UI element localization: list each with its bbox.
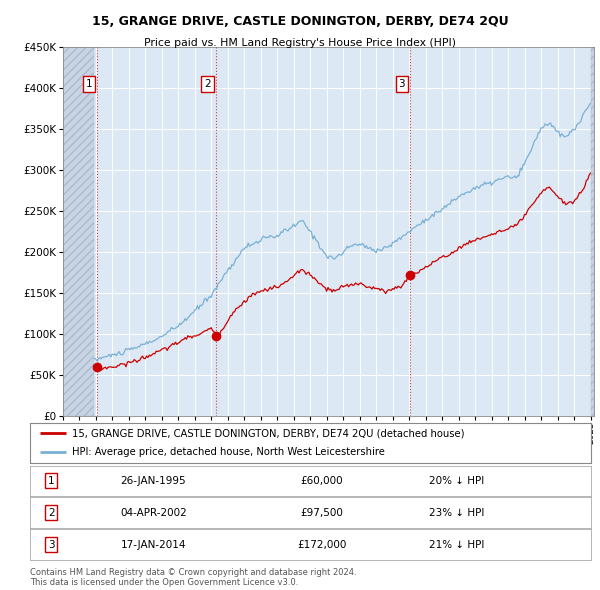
Text: Contains HM Land Registry data © Crown copyright and database right 2024.
This d: Contains HM Land Registry data © Crown c… bbox=[30, 568, 356, 587]
Text: Price paid vs. HM Land Registry's House Price Index (HPI): Price paid vs. HM Land Registry's House … bbox=[144, 38, 456, 48]
Text: £97,500: £97,500 bbox=[300, 508, 343, 517]
Bar bbox=[63, 47, 94, 416]
Text: 2: 2 bbox=[204, 79, 211, 89]
Text: 1: 1 bbox=[48, 476, 55, 486]
Text: 1: 1 bbox=[86, 79, 92, 89]
Text: 3: 3 bbox=[398, 79, 405, 89]
Bar bbox=[591, 47, 594, 416]
Text: 20% ↓ HPI: 20% ↓ HPI bbox=[429, 476, 484, 486]
Text: £172,000: £172,000 bbox=[297, 540, 346, 549]
Text: 17-JAN-2014: 17-JAN-2014 bbox=[121, 540, 186, 549]
Text: 04-APR-2002: 04-APR-2002 bbox=[120, 508, 187, 517]
Text: 2: 2 bbox=[48, 508, 55, 517]
Text: £60,000: £60,000 bbox=[301, 476, 343, 486]
Text: HPI: Average price, detached house, North West Leicestershire: HPI: Average price, detached house, Nort… bbox=[72, 447, 385, 457]
Text: 26-JAN-1995: 26-JAN-1995 bbox=[121, 476, 186, 486]
Text: 21% ↓ HPI: 21% ↓ HPI bbox=[428, 540, 484, 549]
Text: 23% ↓ HPI: 23% ↓ HPI bbox=[428, 508, 484, 517]
Text: 15, GRANGE DRIVE, CASTLE DONINGTON, DERBY, DE74 2QU: 15, GRANGE DRIVE, CASTLE DONINGTON, DERB… bbox=[92, 15, 508, 28]
Text: 3: 3 bbox=[48, 540, 55, 549]
Text: 15, GRANGE DRIVE, CASTLE DONINGTON, DERBY, DE74 2QU (detached house): 15, GRANGE DRIVE, CASTLE DONINGTON, DERB… bbox=[72, 428, 464, 438]
